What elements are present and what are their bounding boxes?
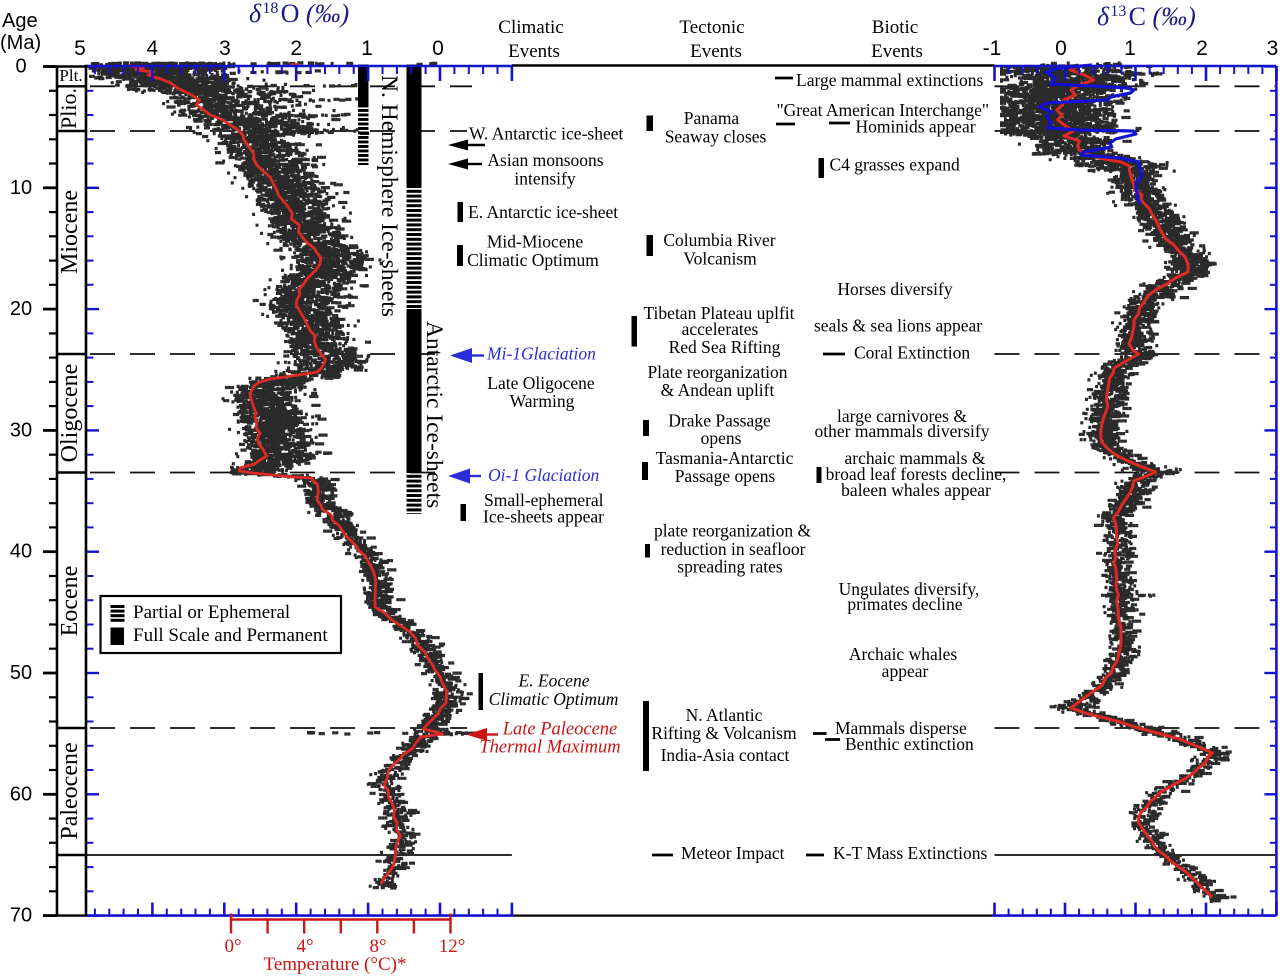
svg-text:Events: Events [871,41,923,62]
svg-text:Ungulates diversify,: Ungulates diversify, [839,579,980,599]
svg-text:Hominids appear: Hominids appear [856,117,976,137]
svg-text:Coral Extinction: Coral Extinction [854,343,970,363]
svg-text:δ 13 C (‰): δ 13 C (‰) [1097,2,1196,31]
svg-text:4: 4 [147,37,159,60]
svg-text:Biotic: Biotic [872,17,918,38]
svg-text:-1: -1 [983,37,1002,60]
svg-text:(Ma): (Ma) [0,32,41,54]
svg-text:Rifting & Volcanism: Rifting & Volcanism [651,723,797,743]
svg-text:70: 70 [10,905,32,927]
svg-text:reduction in seafloor: reduction in seafloor [661,539,806,559]
svg-text:broad leaf forests decline,: broad leaf forests decline, [826,464,1007,484]
svg-text:0: 0 [1055,37,1067,60]
svg-text:Meteor Impact: Meteor Impact [681,843,785,863]
svg-text:Tasmania-Antarctic: Tasmania-Antarctic [656,448,794,468]
svg-text:opens: opens [701,428,742,448]
svg-text:Panama: Panama [684,108,740,128]
svg-text:Horses diversify: Horses diversify [837,279,952,299]
svg-text:1: 1 [1124,37,1136,60]
svg-text:Passage opens: Passage opens [675,466,776,486]
svg-text:Partial or Ephemeral: Partial or Ephemeral [133,602,290,623]
svg-text:Oligocene: Oligocene [57,364,83,463]
svg-text:0: 0 [432,37,444,60]
svg-text:Full Scale and Permanent: Full Scale and Permanent [133,625,328,646]
svg-text:N. Atlantic: N. Atlantic [686,705,763,725]
svg-text:& Andean uplift: & Andean uplift [661,380,775,400]
svg-text:primates decline: primates decline [847,594,962,614]
svg-text:Miocene: Miocene [57,190,83,274]
svg-text:Late Paleocene: Late Paleocene [502,720,618,740]
svg-text:10: 10 [10,177,32,199]
svg-text:Warming: Warming [510,391,575,411]
svg-text:"Great American Interchange": "Great American Interchange" [777,100,990,120]
svg-text:accelerates: accelerates [682,319,759,339]
svg-text:3: 3 [219,37,231,60]
svg-text:Red Sea Rifting: Red Sea Rifting [669,337,781,357]
svg-text:60: 60 [10,783,32,805]
svg-text:1: 1 [361,37,373,60]
svg-text:2: 2 [1196,37,1208,60]
svg-text:Antarctic Ice-sheets: Antarctic Ice-sheets [421,321,447,508]
svg-text:0: 0 [15,56,26,78]
svg-text:Paleocene: Paleocene [57,742,83,839]
svg-text:Plio.: Plio. [56,88,81,129]
svg-text:spreading rates: spreading rates [677,557,783,577]
svg-text:Late Oligocene: Late Oligocene [487,373,595,393]
svg-text:Oi-1 Glaciation: Oi-1 Glaciation [488,465,600,485]
svg-text:Plt.: Plt. [59,66,82,85]
svg-text:Mid-Miocene: Mid-Miocene [487,232,583,252]
svg-text:E. Eocene: E. Eocene [518,671,590,691]
svg-text:δ 18 O (‰): δ 18 O (‰) [249,0,349,28]
svg-text:C4 grasses expand: C4 grasses expand [830,155,961,175]
svg-text:40: 40 [10,541,32,563]
svg-text:Climatic Optimum: Climatic Optimum [489,689,619,709]
svg-text:other mammals diversify: other mammals diversify [815,421,990,441]
svg-text:20: 20 [10,298,32,320]
svg-text:Events: Events [690,41,742,62]
svg-text:Volcanism: Volcanism [683,249,757,269]
svg-text:50: 50 [10,662,32,684]
svg-text:Temperature (°C)*: Temperature (°C)* [264,954,407,975]
svg-text:12°: 12° [439,936,466,957]
svg-text:Eocene: Eocene [57,566,83,637]
svg-text:3: 3 [1267,37,1279,60]
svg-text:baleen whales appear: baleen whales appear [841,480,991,500]
svg-text:W. Antarctic ice-sheet: W. Antarctic ice-sheet [469,124,623,144]
svg-text:archaic mammals &: archaic mammals & [845,448,986,468]
svg-text:4°: 4° [296,936,313,957]
svg-text:Climatic Optimum: Climatic Optimum [467,250,599,270]
svg-text:Columbia River: Columbia River [663,230,775,250]
svg-text:appear: appear [882,661,929,681]
svg-text:Benthic extinction: Benthic extinction [845,734,974,754]
svg-text:Age: Age [2,10,38,32]
svg-text:Climatic: Climatic [498,17,563,38]
svg-text:Plate reorganization: Plate reorganization [647,362,787,382]
svg-text:Events: Events [508,41,560,62]
svg-text:seals & sea lions appear: seals & sea lions appear [814,316,982,336]
svg-text:Thermal Maximum: Thermal Maximum [479,738,620,758]
svg-text:Archaic whales: Archaic whales [849,644,958,664]
svg-text:large carnivores &: large carnivores & [837,406,967,426]
svg-text:India-Asia contact: India-Asia contact [661,745,790,765]
svg-text:Seaway closes: Seaway closes [665,127,767,147]
svg-text:Small-ephemeral: Small-ephemeral [484,490,604,510]
svg-text:30: 30 [10,419,32,441]
svg-text:Tibetan Plateau uplfit: Tibetan Plateau uplfit [643,303,794,323]
svg-text:E. Antarctic ice-sheet: E. Antarctic ice-sheet [468,202,618,222]
svg-text:Drake Passage: Drake Passage [668,411,771,431]
svg-text:Large mammal extinctions: Large mammal extinctions [796,70,983,90]
svg-text:plate reorganization &: plate reorganization & [654,521,812,541]
svg-text:5: 5 [74,37,86,60]
svg-text:K-T Mass Extinctions: K-T Mass Extinctions [833,843,987,863]
svg-text:Asian monsoons: Asian monsoons [487,150,603,170]
svg-text:0°: 0° [224,936,241,957]
svg-text:Tectonic: Tectonic [679,17,744,38]
svg-text:Ice-sheets appear: Ice-sheets appear [483,507,604,527]
svg-text:Mi-1Glaciation: Mi-1Glaciation [486,344,596,364]
svg-text:intensify: intensify [514,169,575,189]
svg-text:N. Hemisphere Ice-sheets: N. Hemisphere Ice-sheets [376,75,402,317]
svg-text:8°: 8° [369,936,386,957]
svg-text:Mammals disperse: Mammals disperse [835,718,967,738]
svg-text:2: 2 [290,37,302,60]
